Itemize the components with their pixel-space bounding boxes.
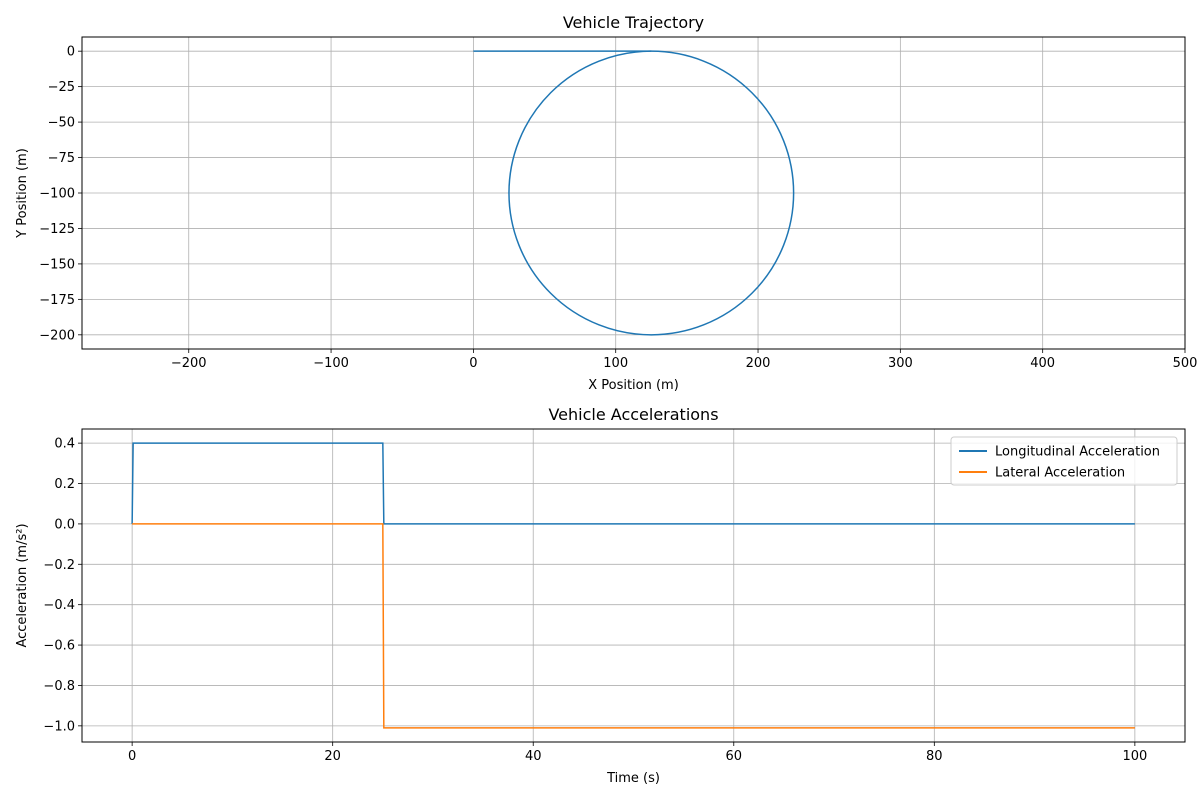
accelerations-plot-area bbox=[131, 442, 1135, 729]
trajectory-series-group bbox=[473, 50, 795, 336]
accelerations-y-tick-label: −0.6 bbox=[43, 639, 75, 654]
accelerations-y-tick-label: −0.2 bbox=[43, 558, 75, 573]
trajectory-y-tick-label: −200 bbox=[39, 328, 75, 343]
trajectory-x-tick-label: 0 bbox=[469, 356, 477, 371]
accelerations-y-tick-label: −1.0 bbox=[43, 719, 75, 734]
trajectory-x-axis-label: X Position (m) bbox=[588, 378, 679, 393]
accelerations-x-tick-label: 40 bbox=[525, 749, 542, 764]
trajectory-circular-segment bbox=[508, 50, 795, 336]
trajectory-x-tick-label: 100 bbox=[603, 356, 628, 371]
trajectory-y-tick-label: −100 bbox=[39, 187, 75, 202]
trajectory-grid bbox=[82, 37, 1186, 349]
accelerations-x-tick-label: 20 bbox=[324, 749, 341, 764]
accelerations-ticks: 0 20 40 60 80 100 0.4 0.2 0.0 −0.2 −0.4 −0.6 −0.8 −1.… bbox=[43, 437, 1147, 764]
trajectory-chart: −200 −100 0 100 200 300 400 500 0 −25 −50 −75 −100 −1… bbox=[15, 13, 1197, 393]
trajectory-x-tick-label: 400 bbox=[1030, 356, 1055, 371]
trajectory-y-tick-label: −50 bbox=[48, 116, 75, 131]
lateral-acceleration-line bbox=[132, 523, 1135, 729]
accelerations-series-group bbox=[131, 442, 1135, 729]
accelerations-y-tick-label: −0.8 bbox=[43, 679, 75, 694]
trajectory-plot-area bbox=[473, 50, 795, 336]
trajectory-y-tick-label: −125 bbox=[39, 222, 75, 237]
legend-label-longitudinal: Longitudinal Acceleration bbox=[995, 445, 1160, 460]
accelerations-x-tick-label: 100 bbox=[1122, 749, 1147, 764]
accelerations-x-tick-label: 60 bbox=[725, 749, 742, 764]
trajectory-y-tick-label: −150 bbox=[39, 257, 75, 272]
trajectory-y-tick-label: −75 bbox=[48, 151, 75, 166]
trajectory-x-tick-label: −100 bbox=[313, 356, 349, 371]
accelerations-x-tick-label: 0 bbox=[128, 749, 136, 764]
trajectory-y-tick-label: −175 bbox=[39, 293, 75, 308]
accelerations-title: Vehicle Accelerations bbox=[548, 405, 718, 424]
legend-box bbox=[950, 436, 1178, 486]
trajectory-x-tick-label: 300 bbox=[888, 356, 913, 371]
longitudinal-acceleration-line bbox=[131, 442, 1135, 525]
accelerations-y-axis-label: Acceleration (m/s²) bbox=[15, 523, 30, 647]
legend-label-lateral: Lateral Acceleration bbox=[995, 466, 1125, 481]
accelerations-chart: 0 20 40 60 80 100 0.4 0.2 0.0 −0.2 −0.4 −0.6 −0.8 −1.… bbox=[15, 405, 1186, 786]
trajectory-x-tick-label: 200 bbox=[746, 356, 771, 371]
trajectory-y-axis-label: Y Position (m) bbox=[15, 148, 30, 239]
trajectory-x-tick-label: 500 bbox=[1173, 356, 1198, 371]
trajectory-title: Vehicle Trajectory bbox=[563, 13, 704, 32]
trajectory-ticks: −200 −100 0 100 200 300 400 500 0 −25 −50 −75 −100 −1… bbox=[39, 45, 1197, 371]
accelerations-y-tick-label: 0.4 bbox=[54, 437, 75, 452]
accelerations-y-tick-label: 0.0 bbox=[54, 517, 75, 532]
accelerations-y-tick-label: −0.4 bbox=[43, 598, 75, 613]
accelerations-legend: Longitudinal Acceleration Lateral Accele… bbox=[950, 436, 1178, 486]
accelerations-x-axis-label: Time (s) bbox=[606, 771, 660, 786]
trajectory-x-tick-label: −200 bbox=[171, 356, 207, 371]
accelerations-y-tick-label: 0.2 bbox=[54, 477, 75, 492]
trajectory-y-tick-label: 0 bbox=[67, 45, 75, 60]
accelerations-x-tick-label: 80 bbox=[926, 749, 943, 764]
accelerations-axes-frame bbox=[81, 428, 1186, 743]
trajectory-y-tick-label: −25 bbox=[48, 80, 75, 95]
